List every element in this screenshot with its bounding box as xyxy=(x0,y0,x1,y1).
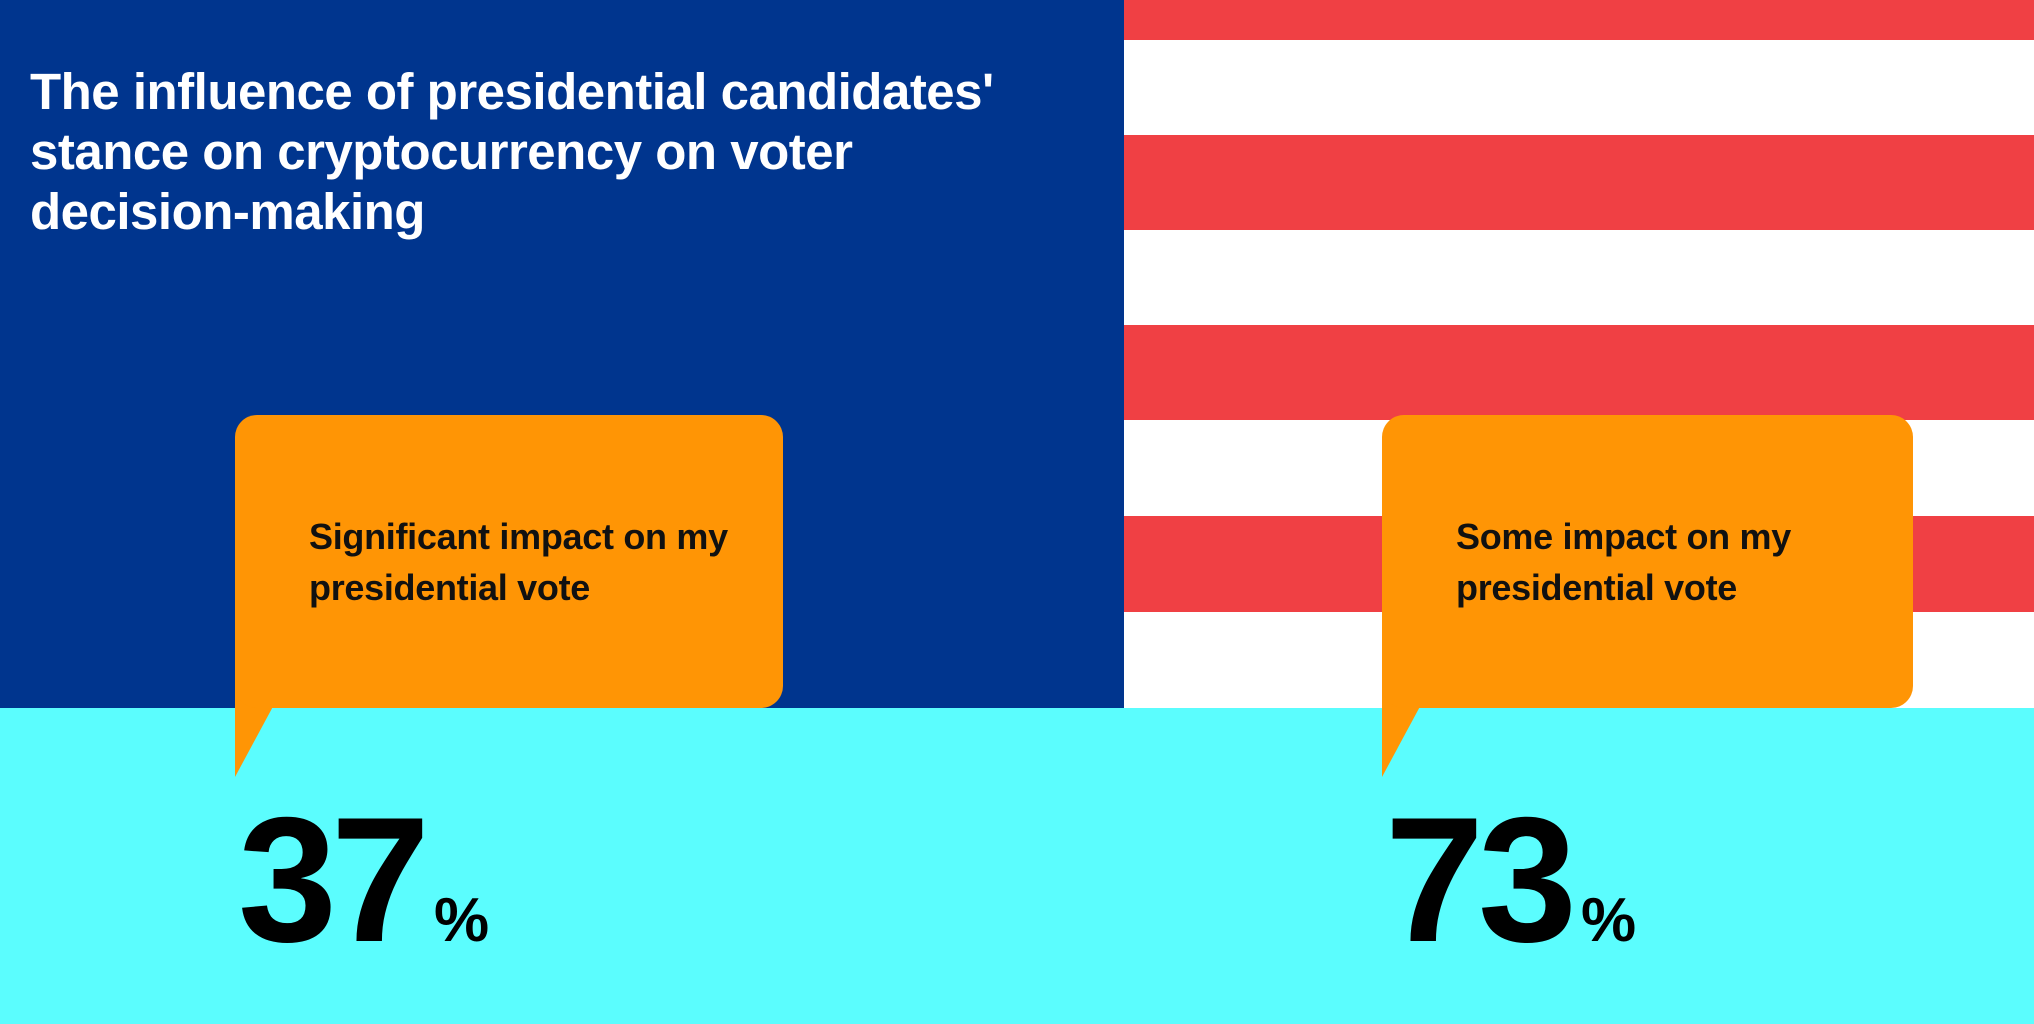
stat-significant: 37% xyxy=(238,791,490,969)
callout-box: Significant impact on my presidential vo… xyxy=(235,415,783,708)
cyan-band xyxy=(0,708,2034,1024)
flag-red-stripe xyxy=(1124,0,2034,41)
chart-title: The influence of presidential candidates… xyxy=(30,63,994,240)
stat-unit-some: % xyxy=(1581,886,1637,955)
callout-label-some: Some impact on my presidential vote xyxy=(1456,516,1791,608)
callout-box: Some impact on my presidential vote xyxy=(1382,415,1913,708)
stat-some: 73% xyxy=(1385,791,1637,969)
flag-red-stripe xyxy=(1124,135,2034,232)
stat-value-some: 73 xyxy=(1385,780,1577,979)
callout-label-significant: Significant impact on my presidential vo… xyxy=(309,516,728,608)
stat-value-significant: 37 xyxy=(238,780,430,979)
flag-white-stripe xyxy=(1124,40,2034,137)
stat-unit-significant: % xyxy=(434,886,490,955)
flag-red-stripe xyxy=(1124,325,2034,422)
flag-white-stripe xyxy=(1124,230,2034,327)
